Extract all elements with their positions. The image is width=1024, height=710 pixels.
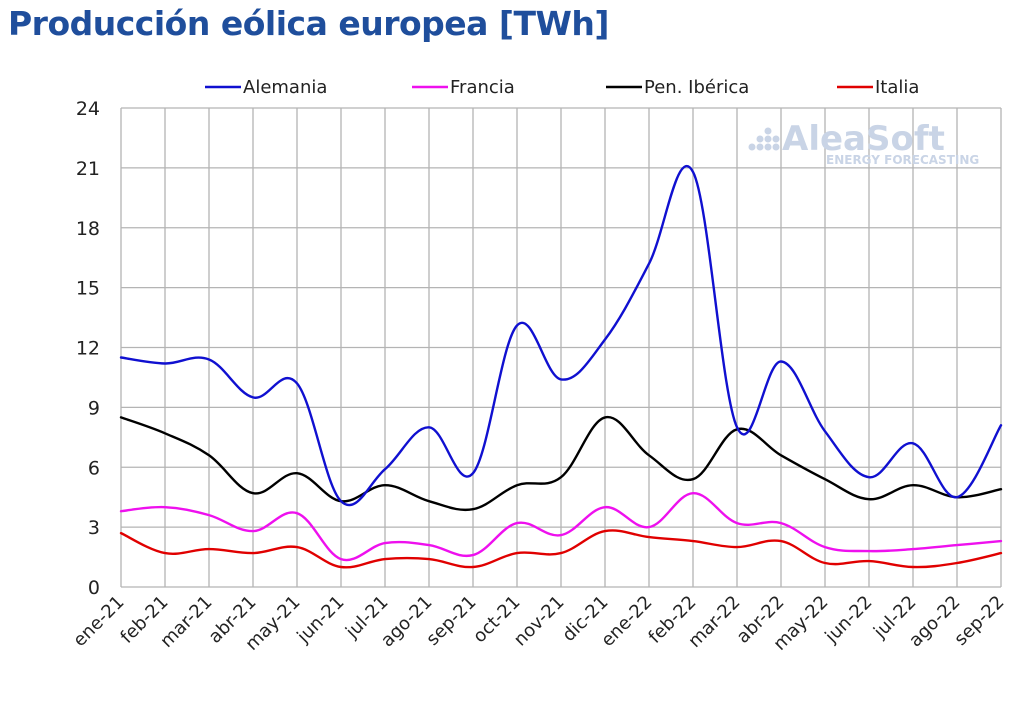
y-tick-label: 6	[88, 457, 100, 479]
y-tick-label: 24	[76, 98, 100, 120]
y-tick-label: 15	[76, 278, 100, 300]
x-tick-label: sep-22	[950, 592, 1008, 650]
chart-series	[119, 164, 1003, 569]
page-title: Producción eólica europea [TWh]	[8, 4, 609, 43]
legend-label: Italia	[875, 77, 919, 98]
x-tick-label: jun-21	[293, 592, 349, 648]
chart-legend: Alemania Francia Pen. Ibérica Italia	[205, 77, 919, 98]
legend-label: Alemania	[243, 77, 327, 98]
y-tick-label: 18	[76, 218, 100, 240]
y-tick-label: 12	[76, 338, 100, 360]
legend-label: Pen. Ibérica	[644, 77, 749, 98]
y-tick-label: 3	[88, 517, 100, 539]
series-line-alemania	[119, 164, 1003, 507]
x-tick-label: ene-21	[69, 592, 128, 651]
y-tick-label: 0	[88, 577, 100, 599]
legend-label: Francia	[450, 77, 515, 98]
series-line-italia	[119, 529, 1003, 569]
watermark-brand: AleaSoft	[782, 119, 945, 159]
x-tick-label: nov-21	[510, 592, 569, 651]
x-tick-label: jun-22	[821, 592, 877, 648]
y-tick-label: 9	[88, 397, 100, 419]
watermark-dots-icon	[748, 127, 780, 151]
series-line-pen-ib-rica	[119, 416, 1003, 512]
y-tick-label: 21	[76, 158, 100, 180]
x-axis-ticks: ene-21feb-21mar-21abr-21may-21jun-21jul-…	[69, 592, 1008, 655]
watermark-tagline: ENERGY FORECASTING	[826, 153, 979, 167]
chart-grid	[120, 107, 1002, 588]
series-line-francia	[119, 491, 1003, 562]
x-tick-label: sep-21	[422, 592, 480, 650]
y-axis-ticks: 0 3 6 9 12 15 18 21 24	[76, 98, 100, 599]
aleasoft-watermark: AleaSoft ENERGY FORECASTING	[748, 119, 979, 167]
